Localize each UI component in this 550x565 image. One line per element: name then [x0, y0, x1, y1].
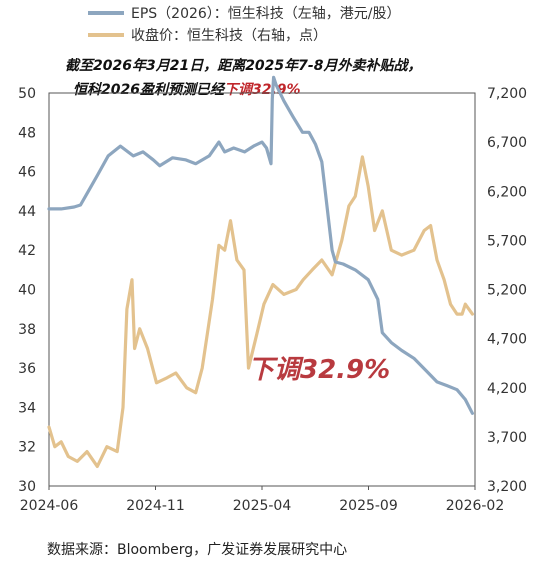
axes: 30 32 34 36 38 40 42 44 46 48 50 3,200 3,700 4,200 4,7…: [18, 86, 527, 514]
y-left-tick-label: 34: [18, 400, 36, 416]
annotation-line2-red: 下调32.9%: [224, 82, 301, 98]
y-right-tick-label: 4,700: [487, 332, 527, 348]
y-left-tick-label: 38: [18, 322, 36, 338]
y-left-tick-label: 36: [18, 361, 36, 377]
y-left-tick-label: 44: [18, 204, 36, 220]
series-line-eps: [47, 75, 474, 415]
big-label: 下调32.9%: [248, 355, 390, 385]
y-left-tick-label: 32: [18, 440, 36, 456]
annotation-line2-prefix: 恒科2026盈利预测已经: [73, 81, 226, 98]
legend-label-close: 收盘价：恒生科技（右轴，点）: [131, 27, 327, 44]
y-right-tick-label: 3,700: [487, 430, 527, 446]
x-tick-label: 2024-06: [20, 498, 79, 514]
y-right-tick-label: 5,700: [487, 233, 527, 249]
y-right-tick-label: 6,700: [487, 135, 527, 151]
legend: EPS（2026）：恒生科技（左轴，港元/股） 收盘价：恒生科技（右轴，点）: [88, 6, 401, 44]
y-left-tick-label: 46: [18, 165, 36, 181]
x-tick-label: 2025-04: [233, 498, 292, 514]
y-left-tick-label: 42: [18, 243, 36, 259]
y-right-tick-label: 6,200: [487, 184, 527, 200]
y-right-tick-label: 7,200: [487, 86, 527, 102]
y-right-tick-label: 5,200: [487, 283, 527, 299]
annotation-line2: 恒科2026盈利预测已经下调32.9%: [73, 81, 301, 98]
y-left-tick-label: 50: [18, 86, 36, 102]
y-right-tick-label: 4,200: [487, 381, 527, 397]
y-left-tick-label: 40: [18, 283, 36, 299]
series-group: [47, 75, 474, 468]
x-tick-label: 2025-09: [339, 498, 398, 514]
x-tick-label: 2024-11: [126, 498, 185, 514]
y-left-tick-label: 48: [18, 125, 36, 141]
series-line-close: [47, 155, 474, 468]
source-note: 数据来源：Bloomberg，广发证券发展研究中心: [47, 542, 347, 558]
annotation-line1: 截至2026年3月21日，距离2025年7-8月外卖补贴战，: [65, 57, 421, 74]
y-left-tick-label: 30: [18, 479, 36, 495]
legend-label-eps: EPS（2026）：恒生科技（左轴，港元/股）: [131, 6, 401, 22]
y-right-tick-label: 3,200: [487, 479, 527, 495]
x-tick-label: 2026-02: [446, 498, 505, 514]
